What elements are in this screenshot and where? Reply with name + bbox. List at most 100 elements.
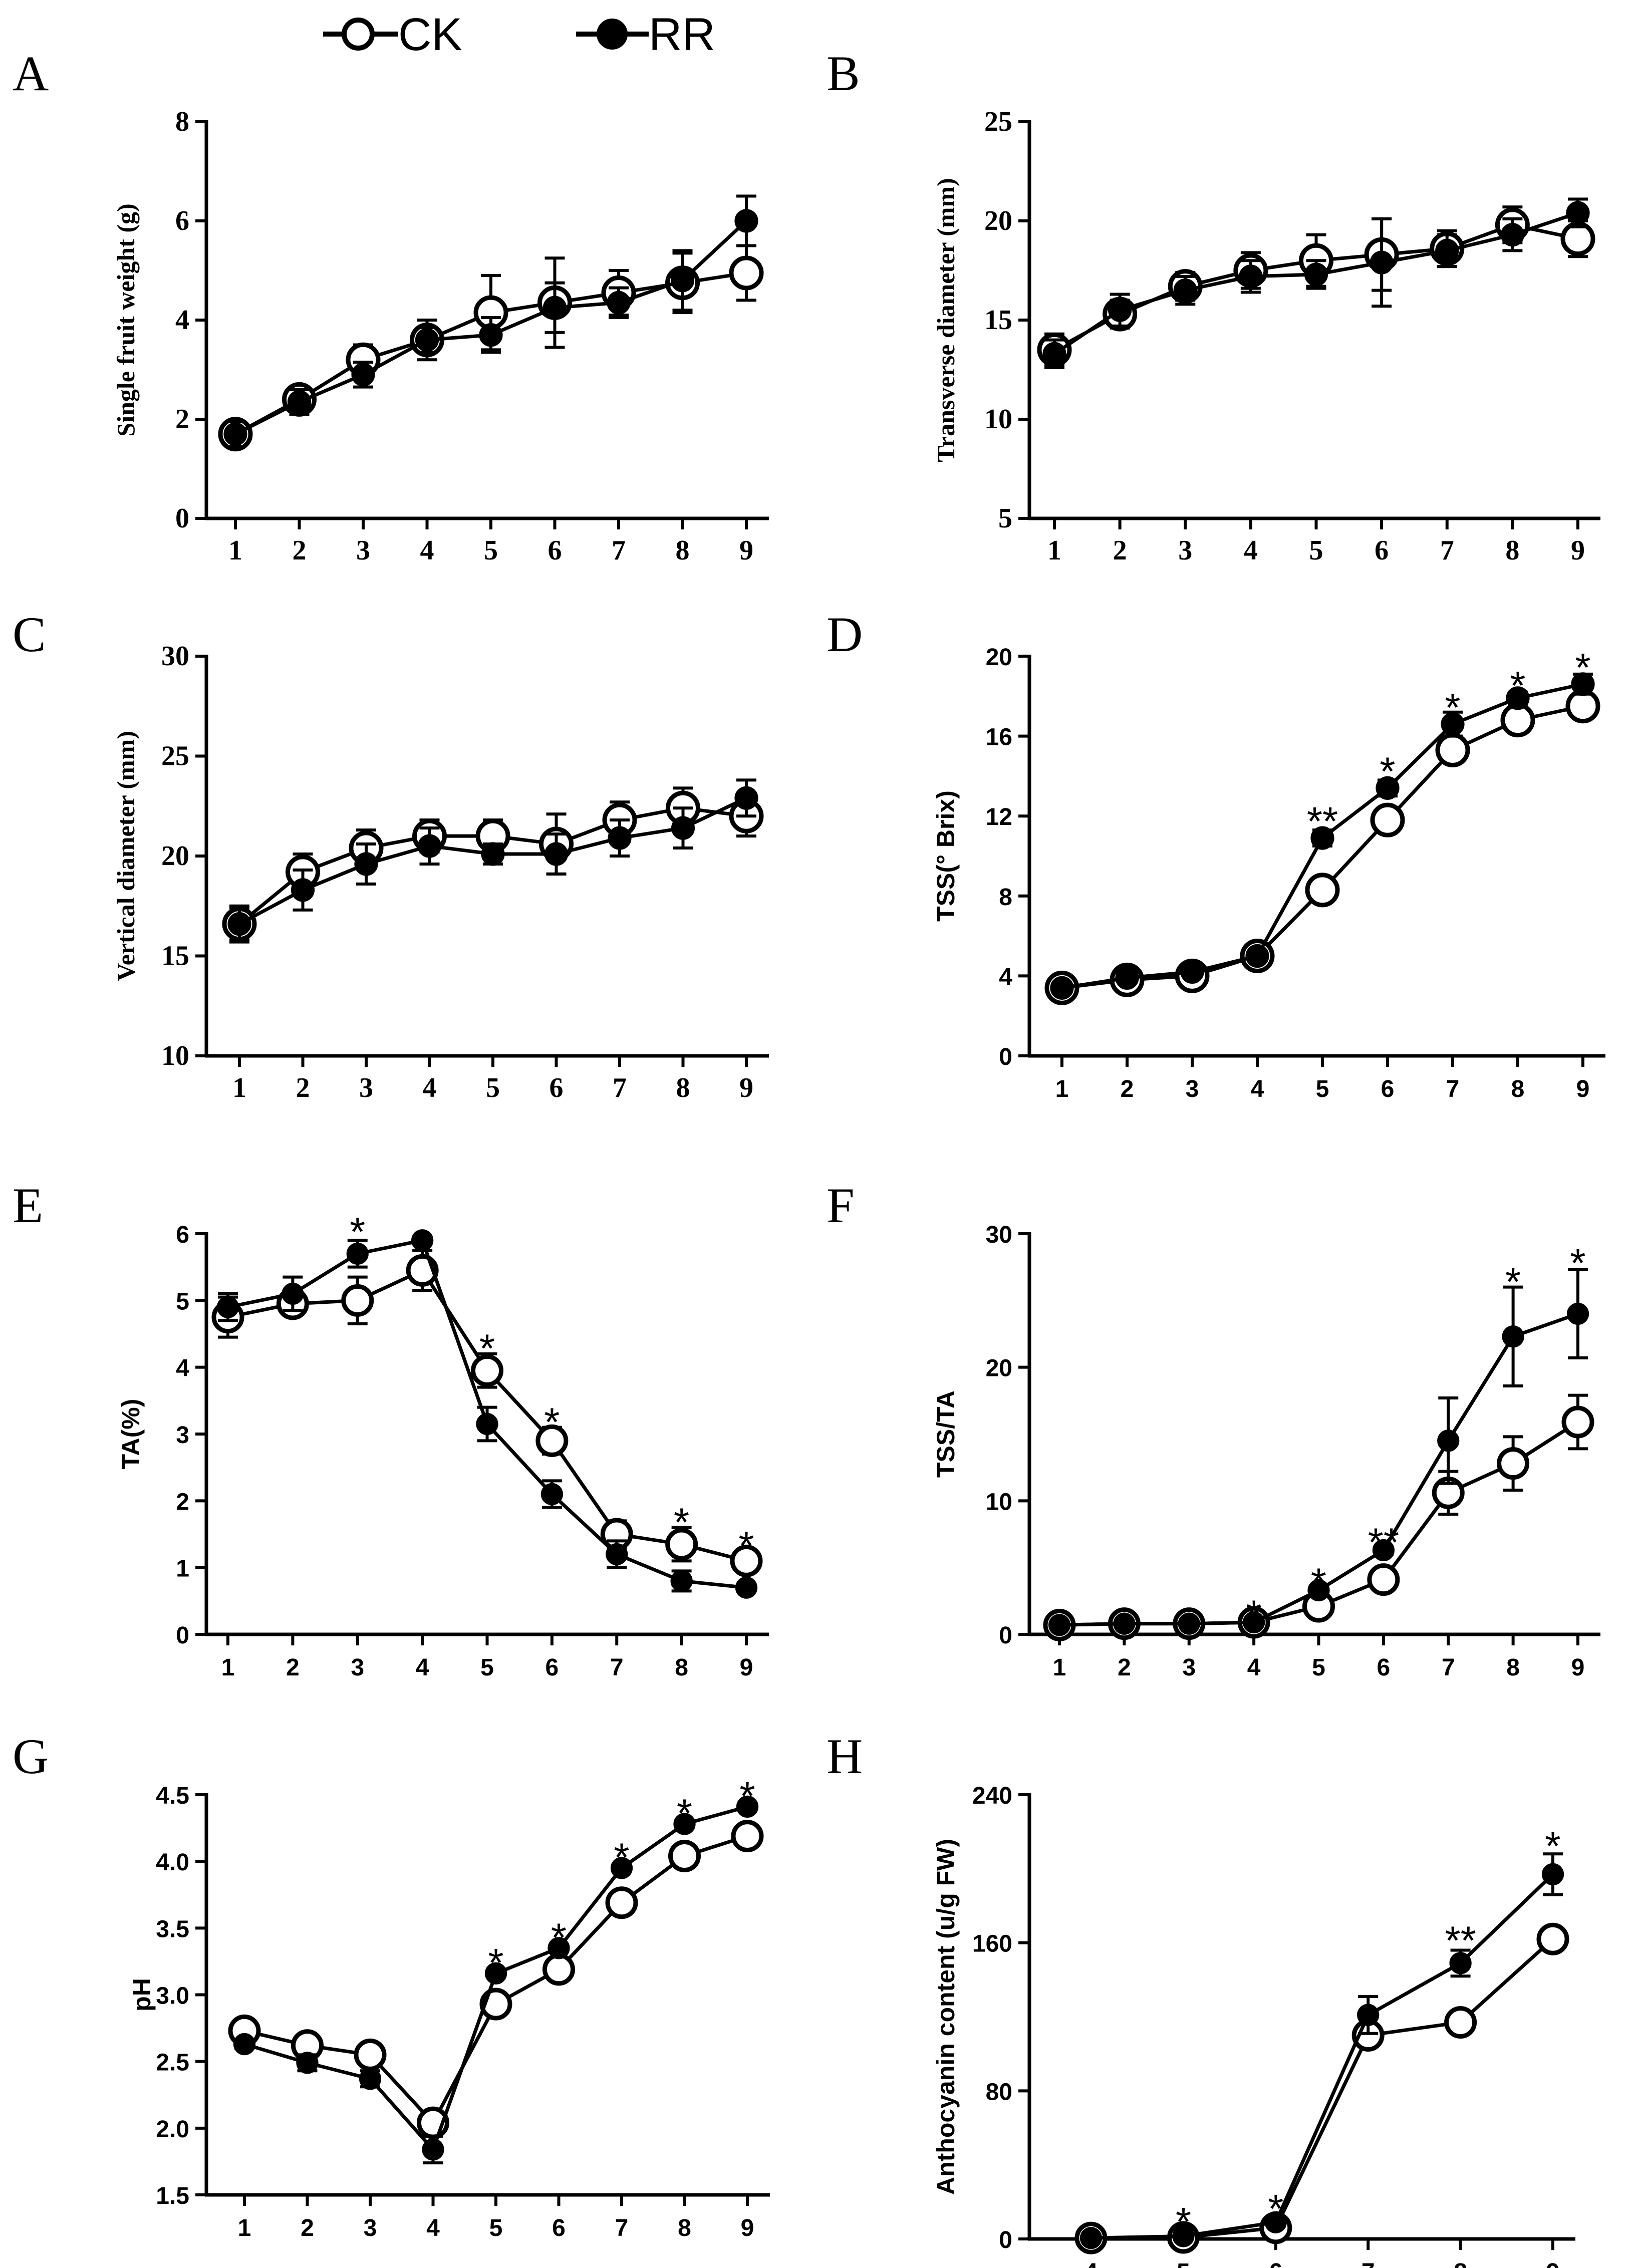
y-tick-label: 25 <box>161 741 189 772</box>
x-tick-label: 6 <box>1377 1654 1391 1681</box>
x-tick-label: 2 <box>296 1072 310 1103</box>
y-tick-label: 20 <box>161 840 189 872</box>
significance-mark: * <box>677 1791 692 1836</box>
data-point-rr <box>1566 201 1590 225</box>
x-tick-label: 1 <box>238 2215 251 2241</box>
series-rr <box>1048 1268 1589 1636</box>
data-point-ck <box>605 1886 638 1919</box>
panel-c: C 10 15 20 25 30 1 2 3 4 5 6 7 8 9 Vertical diameter (m… <box>13 607 769 1103</box>
panel-label: B <box>827 46 860 101</box>
data-point-rr <box>1441 712 1465 736</box>
series-ck <box>211 1249 763 1577</box>
significance-mark: * <box>1545 1824 1560 1868</box>
x-tick-label: 4 <box>1247 1654 1261 1681</box>
panel-label: A <box>13 46 49 101</box>
data-point-rr <box>670 1570 693 1592</box>
y-axis-label: Vertical diameter (mm) <box>112 731 140 981</box>
x-tick-label: 5 <box>1312 1654 1325 1681</box>
data-point-rr <box>417 834 442 858</box>
significance-mark: * <box>1575 645 1590 690</box>
x-tick-label: 9 <box>1571 535 1585 566</box>
y-tick-label: 2.5 <box>156 2050 189 2076</box>
data-point-ck <box>341 1284 374 1317</box>
legend-rr-marker <box>597 19 628 50</box>
y-axis-label: TSS(° Brix) <box>932 790 960 922</box>
x-tick-label: 1 <box>228 535 242 566</box>
x-tick-label: 4 <box>1251 1076 1264 1102</box>
data-point-rr <box>1178 1612 1200 1635</box>
x-tick-label: 2 <box>1118 1654 1131 1681</box>
data-point-rr <box>1242 1611 1265 1634</box>
x-tick-label: 8 <box>678 2215 691 2241</box>
series-rr <box>1042 197 1590 370</box>
x-tick-label: 6 <box>546 1654 559 1681</box>
data-point-rr <box>606 1543 628 1566</box>
x-tick-label: 8 <box>1511 1076 1525 1102</box>
x-tick-label: 6 <box>552 2215 566 2241</box>
y-tick-label: 5 <box>176 1288 189 1315</box>
data-point-ck <box>535 1424 569 1457</box>
y-tick-label: 4.5 <box>156 1783 189 1809</box>
y-tick-label: 25 <box>984 106 1012 137</box>
data-point-rr <box>1357 2004 1380 2026</box>
x-tick-label: 8 <box>1505 535 1519 566</box>
y-tick-label: 10 <box>986 1489 1012 1515</box>
data-point-rr <box>608 826 632 850</box>
significance-mark: * <box>1176 2199 1191 2244</box>
data-point-rr <box>607 291 631 315</box>
y-tick-label: 3.0 <box>156 1983 189 2010</box>
significance-mark: * <box>350 1209 365 1254</box>
x-tick-label: 3 <box>356 535 370 566</box>
data-point-rr <box>544 842 569 866</box>
panel-label: G <box>13 1729 49 1784</box>
legend-ck-marker <box>342 18 375 51</box>
data-point-rr <box>1370 250 1394 274</box>
x-tick-label: 6 <box>548 535 562 566</box>
x-tick-label: 3 <box>351 1654 364 1681</box>
data-point-rr <box>227 912 251 936</box>
significance-mark: * <box>1510 663 1525 708</box>
significance-mark: ** <box>1307 799 1338 843</box>
x-tick-label: 5 <box>480 1654 494 1681</box>
series-rr <box>223 194 758 448</box>
y-tick-label: 30 <box>161 641 189 672</box>
significance-mark: * <box>544 1399 560 1444</box>
data-point-rr <box>1180 960 1204 984</box>
data-point-ck <box>1536 1922 1569 1955</box>
y-tick-label: 0 <box>999 1044 1012 1070</box>
x-tick-label: 2 <box>301 2215 314 2241</box>
data-point-rr <box>484 1962 507 1985</box>
x-tick-label: 3 <box>1186 1076 1199 1102</box>
x-tick-label: 4 <box>1244 535 1258 566</box>
y-tick-label: 3.5 <box>156 1916 189 1942</box>
data-point-ck <box>731 1820 764 1853</box>
data-point-rr <box>670 268 695 293</box>
legend-rr-label: RR <box>649 9 715 60</box>
y-tick-label: 30 <box>986 1222 1012 1248</box>
data-point-rr <box>736 1795 759 1818</box>
y-tick-label: 1 <box>176 1556 189 1582</box>
panel-h: H 0 80 160 240 4 5 6 7 8 9 Anthocyanin content (u/g… <box>827 1729 1575 2268</box>
data-point-ck <box>1561 1405 1594 1439</box>
data-point-rr <box>1042 342 1066 366</box>
y-tick-label: 0 <box>999 1622 1012 1649</box>
panel-label: C <box>13 607 46 662</box>
y-tick-label: 3 <box>176 1422 189 1449</box>
x-tick-label: 9 <box>739 1072 753 1103</box>
significance-mark: * <box>1268 2186 1283 2231</box>
x-tick-label: 8 <box>675 1654 688 1681</box>
y-tick-label: 10 <box>161 1040 189 1071</box>
data-point-ck <box>1444 2006 1477 2039</box>
y-tick-label: 10 <box>984 404 1012 435</box>
x-tick-label: 2 <box>1113 535 1127 566</box>
x-tick-label: 9 <box>1576 1076 1590 1102</box>
y-tick-label: 4 <box>175 305 189 336</box>
x-tick-label: 5 <box>1316 1076 1329 1102</box>
y-tick-label: 20 <box>986 1355 1012 1382</box>
data-point-rr <box>1437 1430 1460 1452</box>
data-point-rr <box>1449 1952 1472 1974</box>
data-point-rr <box>1264 2211 1287 2233</box>
y-tick-label: 0 <box>175 503 189 534</box>
